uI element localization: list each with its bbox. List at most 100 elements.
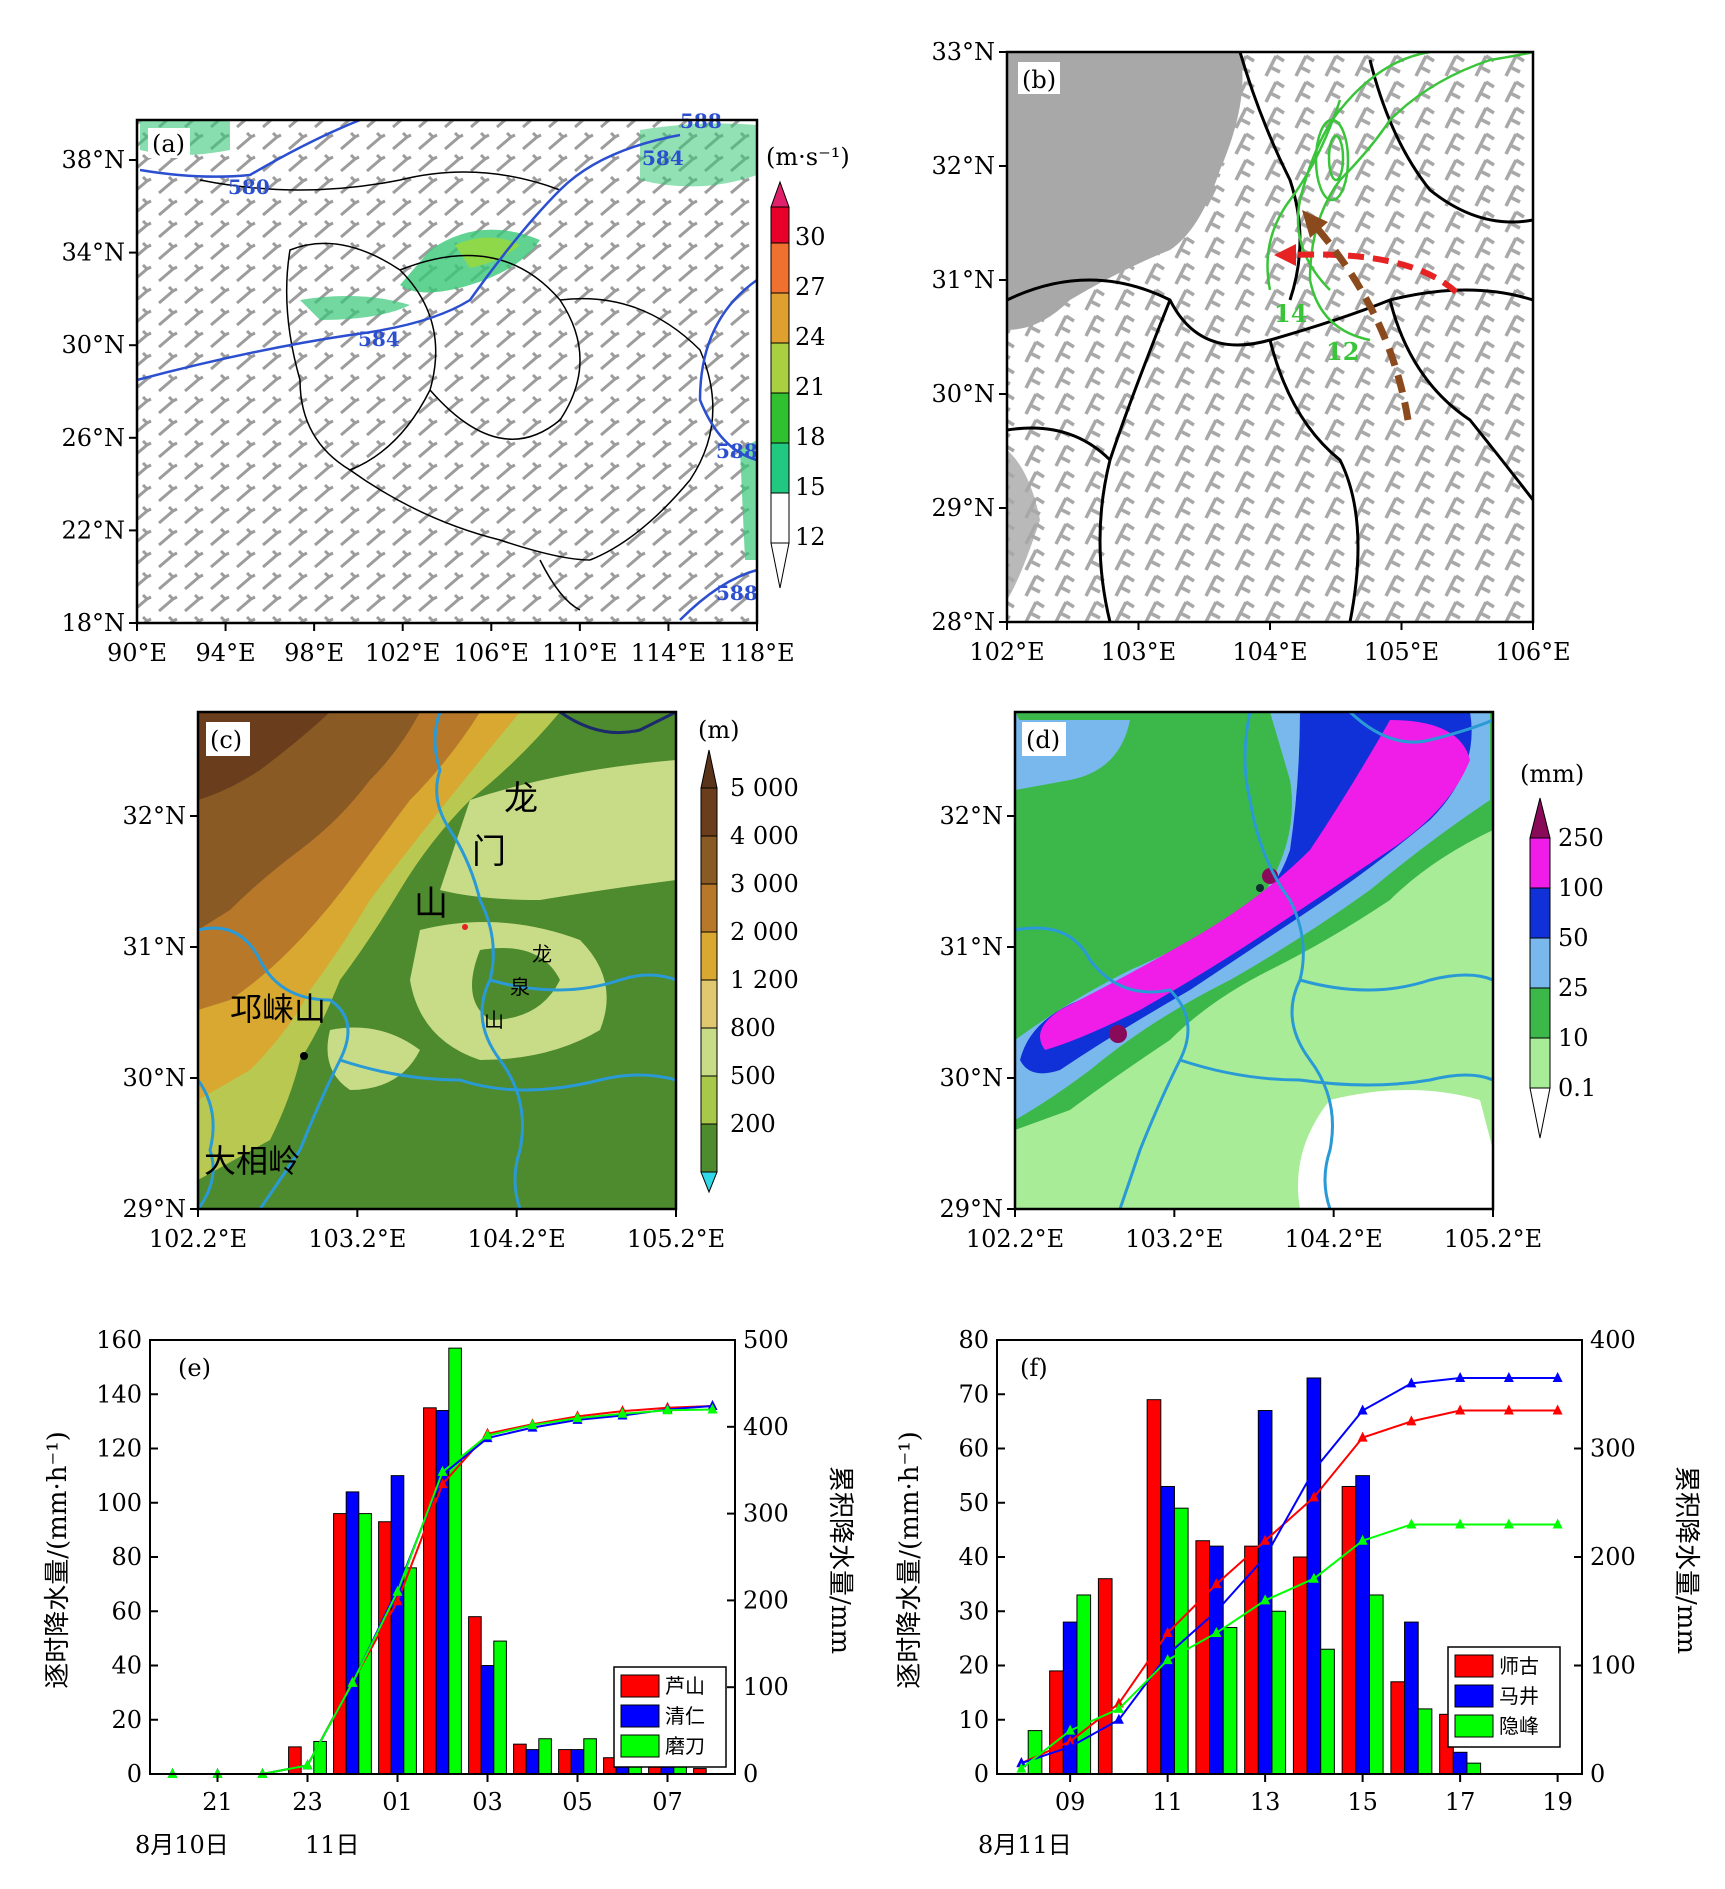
x-tick-label: 103.2°E (308, 1225, 406, 1253)
cumulative-marker (437, 1478, 448, 1489)
bar (1244, 1545, 1259, 1775)
cumulative-marker (1455, 1404, 1466, 1415)
place-label: 龙 (532, 942, 552, 966)
contour-label: 580 (228, 175, 270, 199)
cumulative-marker (1552, 1518, 1563, 1529)
x-tick-label: 118°E (719, 639, 794, 667)
colorbar-label: 24 (795, 323, 826, 351)
contour-label: 12 (1326, 337, 1359, 366)
y-tick-label: 28°N (931, 608, 995, 636)
cumulative-marker (302, 1759, 313, 1770)
cumulative-marker (347, 1676, 358, 1687)
y-tick-label: 30°N (939, 1064, 1003, 1092)
x-tick-label: 105.2°E (627, 1225, 725, 1253)
x-tick-label: 15 (1347, 1788, 1378, 1816)
contour-label: 588 (716, 439, 758, 463)
bar (1368, 1594, 1384, 1775)
contour-label: 588 (716, 581, 758, 605)
bar (480, 1665, 495, 1775)
panel-label: (f) (1020, 1354, 1048, 1382)
bar (1292, 1556, 1308, 1775)
place-label: 山 (414, 884, 448, 924)
y-tick-label: 34°N (61, 239, 125, 267)
colorbar-label: 10 (1558, 1024, 1589, 1052)
colorbar-label: 250 (1558, 824, 1604, 852)
y-tick-label: 29°N (122, 1195, 186, 1223)
bar (345, 1491, 360, 1775)
x-tick-label: 103.2°E (1125, 1225, 1223, 1253)
bar (1173, 1507, 1189, 1775)
bar (468, 1616, 482, 1775)
cumulative-marker (1552, 1371, 1563, 1382)
cumulative-marker (1455, 1518, 1466, 1529)
y-tick-label: 33°N (931, 38, 995, 66)
x-tick-label: 102.2°E (149, 1225, 247, 1253)
x-tick-label: 11 (1152, 1788, 1183, 1816)
cumulative-marker (1162, 1626, 1173, 1637)
y-tick-label: 31°N (931, 266, 995, 294)
bar (390, 1475, 405, 1775)
colorbar-label: 30 (795, 223, 826, 251)
x-tick-label: 98°E (284, 639, 344, 667)
y-tick-label: 30 (958, 1597, 989, 1625)
colorbar-unit: (mm) (1520, 760, 1584, 788)
y-tick-label: 120 (96, 1435, 142, 1463)
y2-axis-label: 累积降水量/mm (1671, 1466, 1701, 1654)
date-label: 8月10日 (135, 1831, 229, 1859)
cumulative-marker (1503, 1518, 1514, 1529)
y-tick-label: 20 (958, 1652, 989, 1680)
cumulative-line (1021, 1376, 1558, 1765)
y-tick-label: 60 (958, 1435, 989, 1463)
cumulative-marker (1065, 1740, 1076, 1751)
legend-item: 芦山 (665, 1674, 705, 1698)
panel-label: (a) (152, 130, 185, 158)
cumulative-marker (1065, 1735, 1076, 1746)
y-tick-label: 50 (958, 1489, 989, 1517)
colorbar-label: 15 (795, 473, 826, 501)
y-tick-label: 40 (111, 1652, 142, 1680)
place-label: 龙 (504, 779, 538, 819)
cumulative-marker (1455, 1371, 1466, 1382)
cumulative-marker (1065, 1724, 1076, 1735)
y2-tick-label: 200 (1590, 1543, 1636, 1571)
colorbar-label: 5 000 (730, 774, 799, 802)
x-tick-label: 23 (292, 1788, 323, 1816)
colorbar-label: 200 (730, 1110, 776, 1138)
y-tick-label: 32°N (122, 802, 186, 830)
date-label: 8月11日 (978, 1831, 1072, 1859)
colorbar-label: 21 (795, 373, 826, 401)
place-label: 门 (472, 832, 506, 872)
x-tick-label: 105°E (1364, 638, 1439, 666)
colorbar-label: 25 (1558, 974, 1589, 1002)
cumulative-marker (1503, 1404, 1514, 1415)
bar (583, 1738, 597, 1775)
cumulative-marker (1016, 1757, 1027, 1768)
cumulative-marker (1357, 1404, 1368, 1415)
bar (333, 1513, 347, 1775)
cumulative-marker (482, 1429, 493, 1440)
cumulative-marker (1211, 1626, 1222, 1637)
x-tick-label: 94°E (196, 639, 256, 667)
x-tick-label: 07 (652, 1788, 683, 1816)
y-axis-label: 逐时降水量/(mm·h⁻¹) (895, 1431, 925, 1689)
y-tick-label: 22°N (61, 516, 125, 544)
cumulative-marker (1357, 1534, 1368, 1545)
y-tick-label: 100 (96, 1489, 142, 1517)
bar (1341, 1485, 1357, 1775)
bar (423, 1407, 437, 1775)
y-tick-label: 31°N (939, 933, 1003, 961)
cumulative-line (1020, 1409, 1558, 1765)
place-label: 泉 (510, 975, 530, 999)
cumulative-marker (1113, 1697, 1124, 1708)
x-tick-label: 114°E (631, 639, 706, 667)
y-tick-label: 29°N (939, 1195, 1003, 1223)
bar (1146, 1399, 1162, 1775)
cumulative-marker (1113, 1702, 1124, 1713)
y2-tick-label: 100 (743, 1673, 789, 1701)
place-label: 大相岭 (204, 1142, 300, 1180)
x-tick-label: 103°E (1101, 638, 1176, 666)
y-axis-label: 逐时降水量/(mm·h⁻¹) (43, 1431, 73, 1689)
y-tick-label: 32°N (931, 152, 995, 180)
y-tick-label: 140 (96, 1380, 142, 1408)
y2-tick-label: 300 (743, 1500, 789, 1528)
